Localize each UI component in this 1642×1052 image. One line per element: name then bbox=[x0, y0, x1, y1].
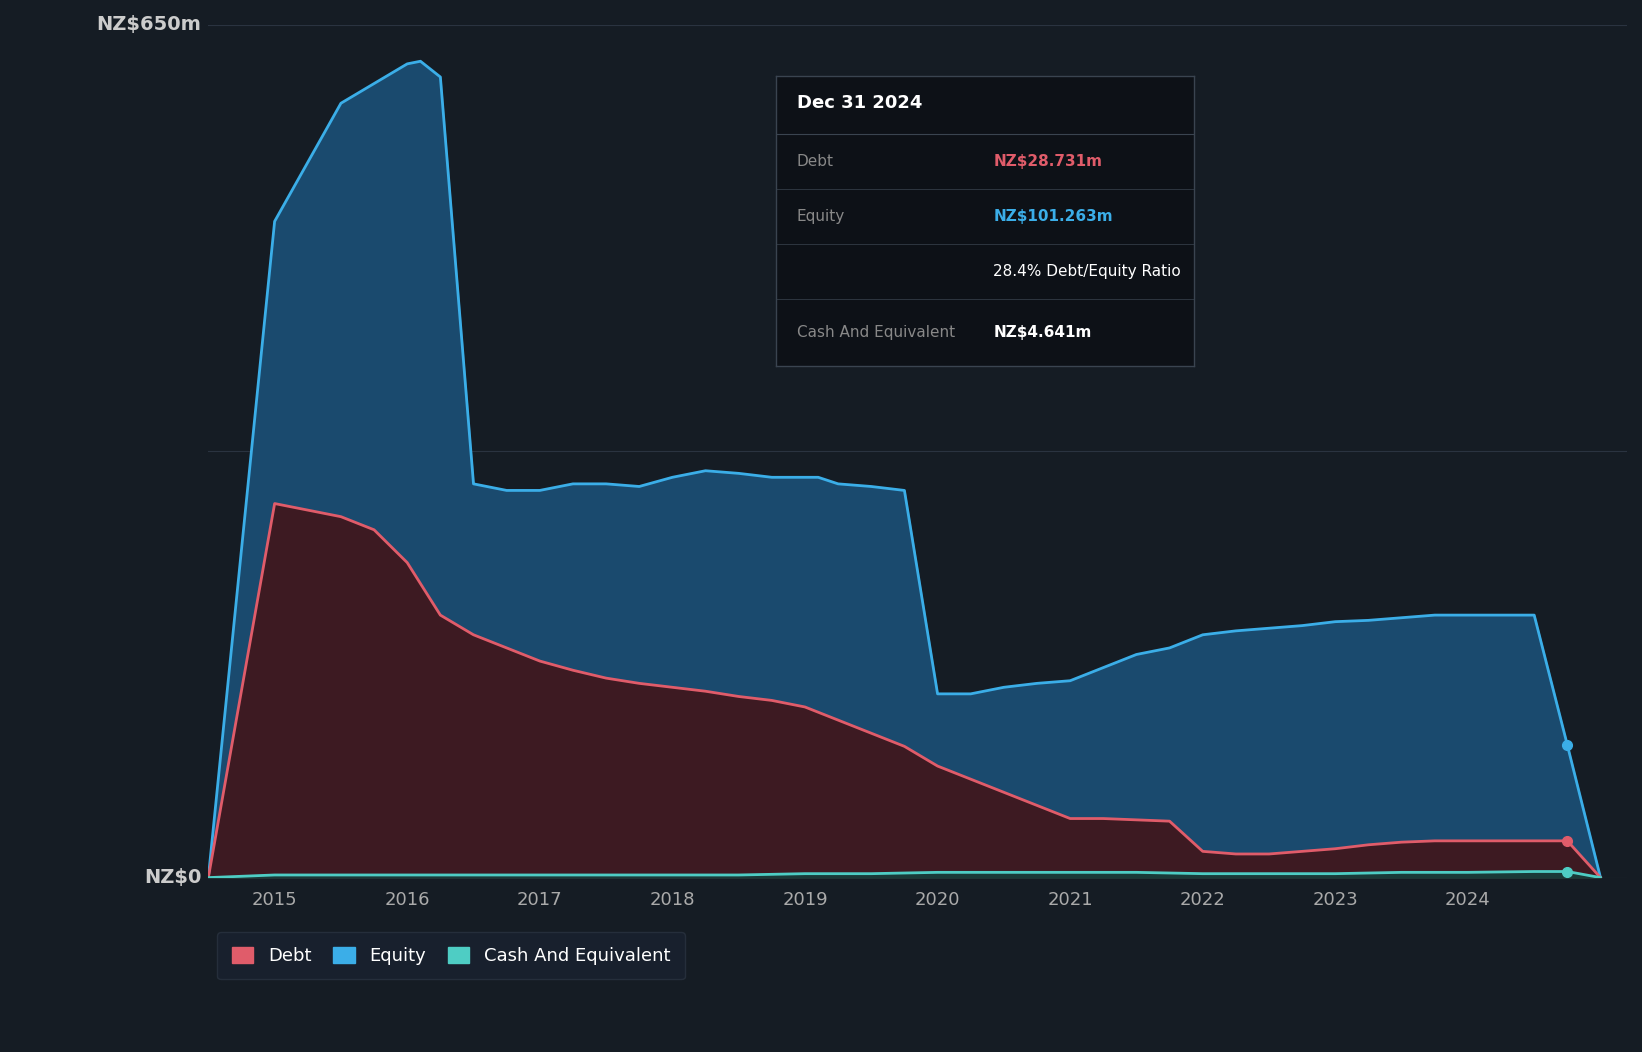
Text: NZ$0: NZ$0 bbox=[144, 868, 202, 887]
Legend: Debt, Equity, Cash And Equivalent: Debt, Equity, Cash And Equivalent bbox=[217, 932, 685, 979]
Text: NZ$650m: NZ$650m bbox=[97, 15, 202, 34]
